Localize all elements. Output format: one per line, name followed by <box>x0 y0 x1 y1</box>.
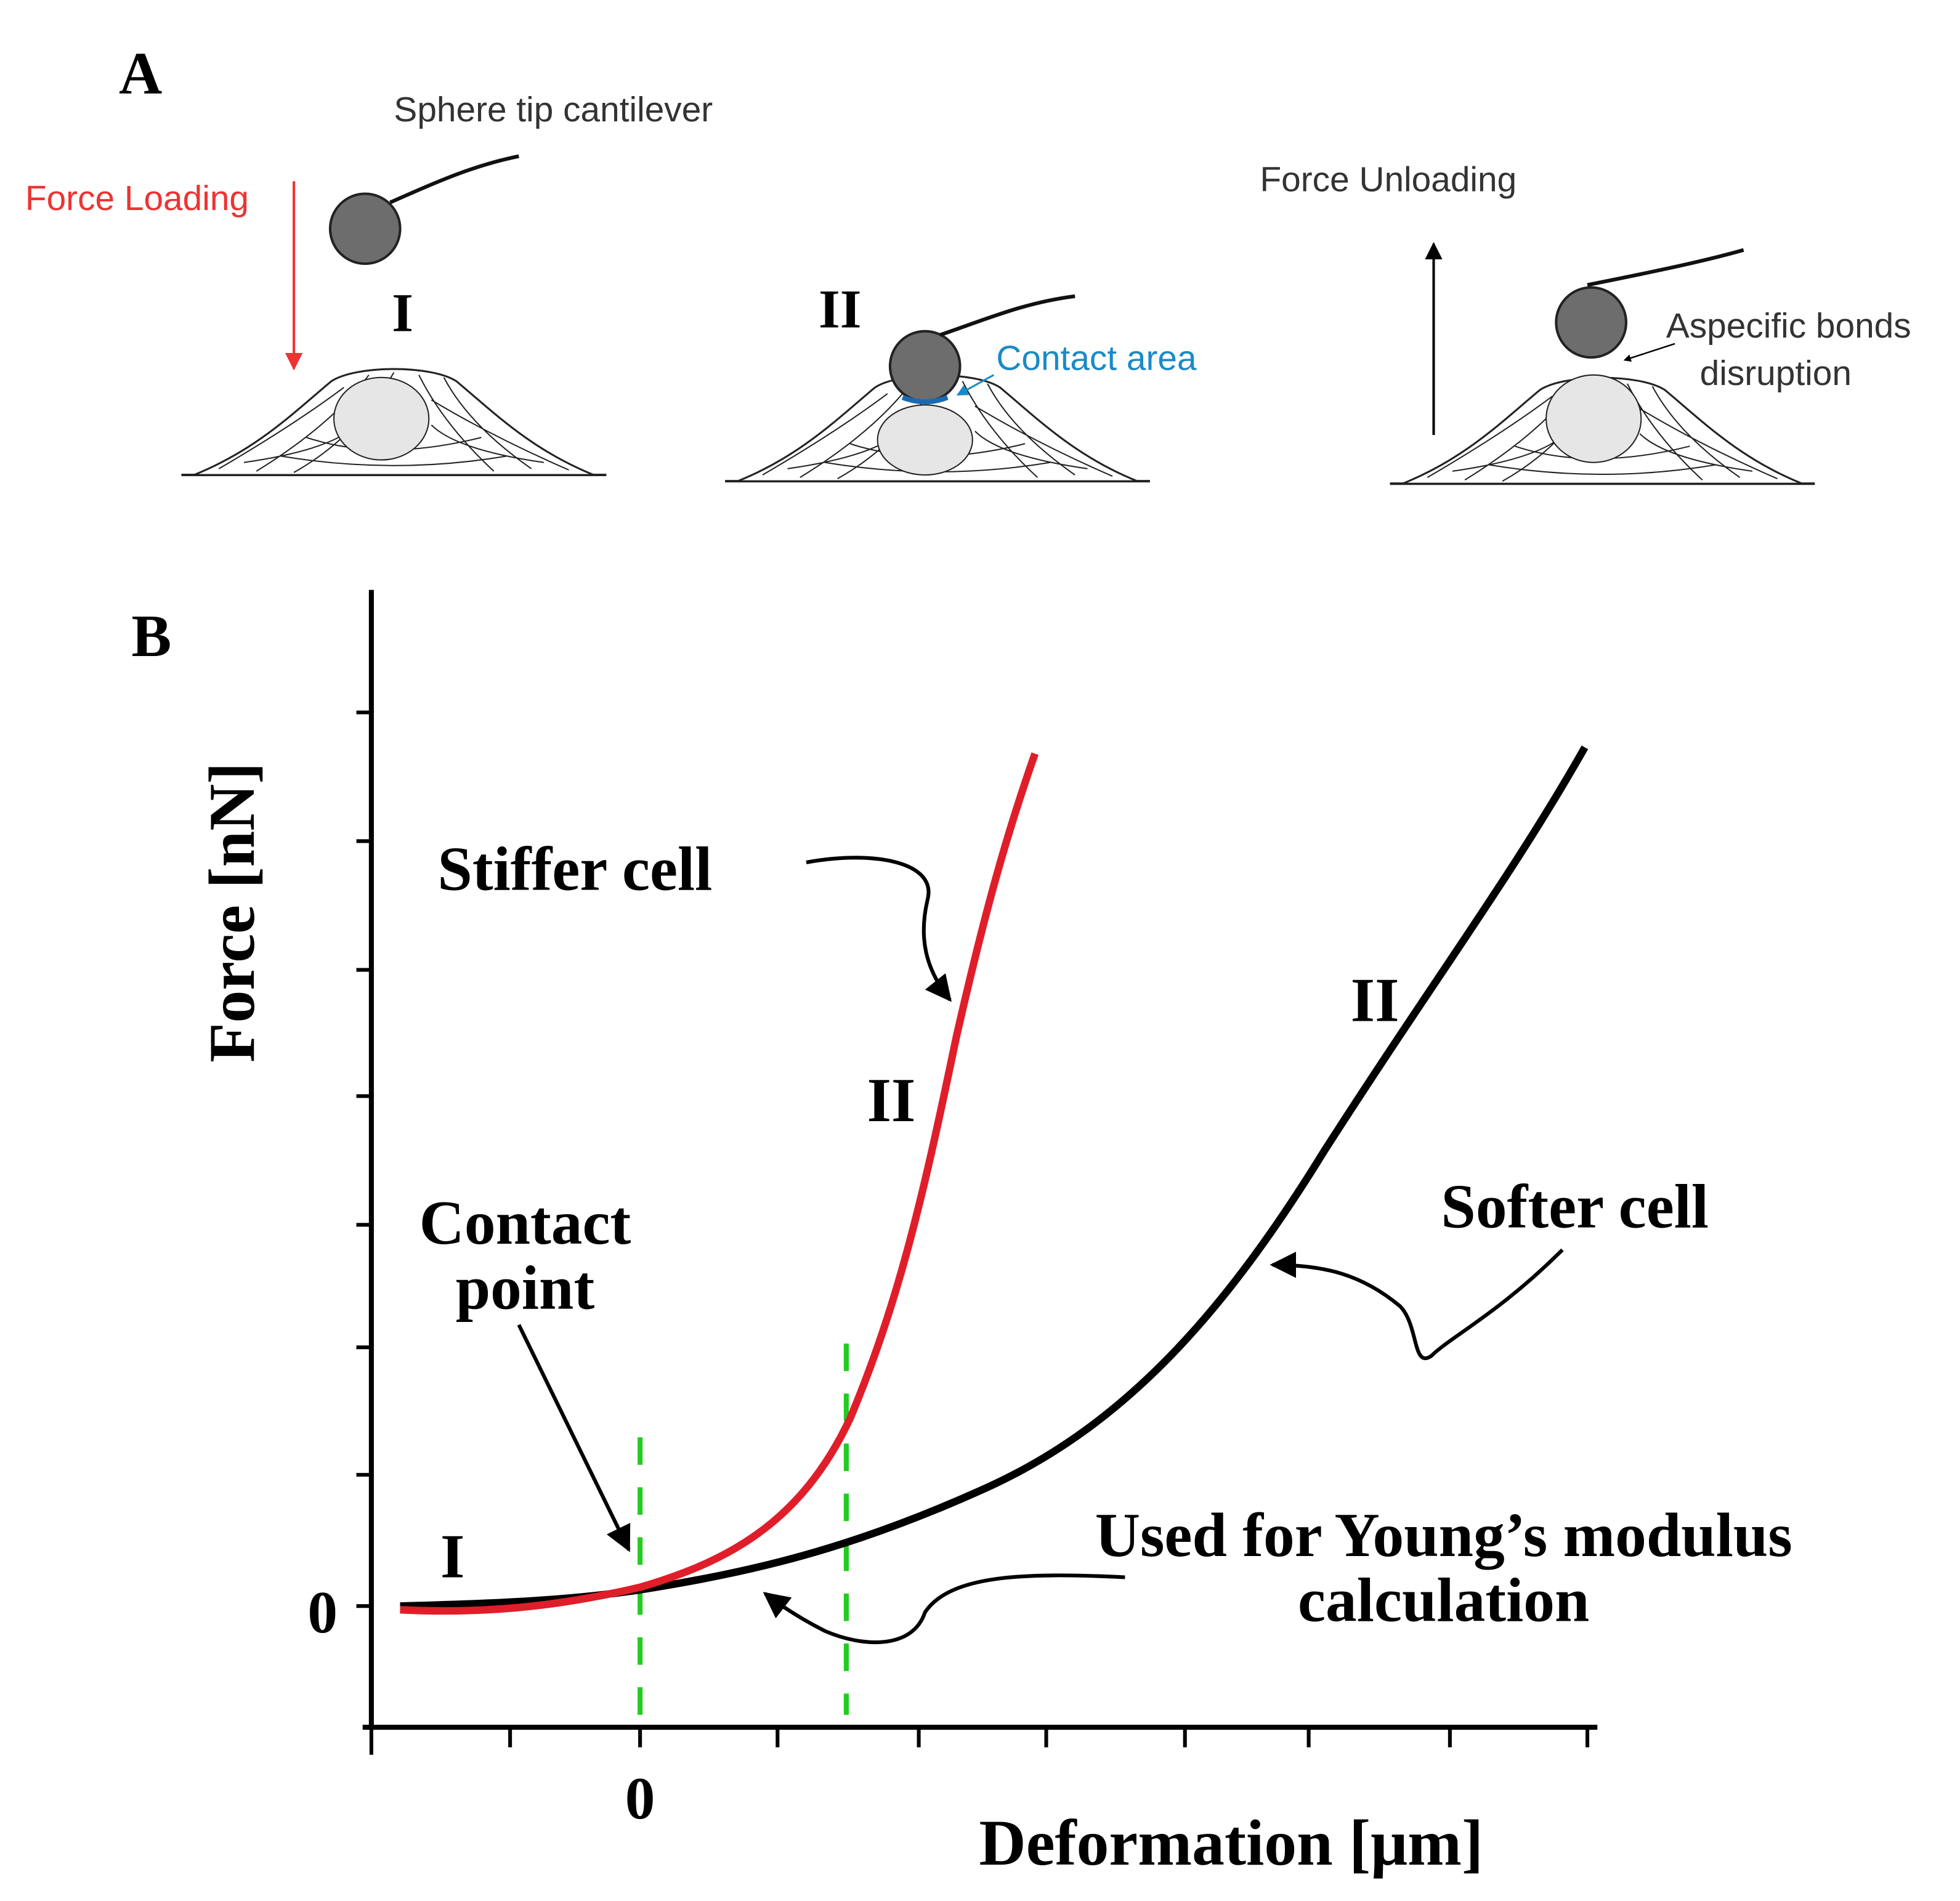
bonds-label: disruption <box>1700 354 1852 393</box>
axes <box>356 590 1598 1755</box>
cantilever <box>1587 248 1744 287</box>
annotation: Contact <box>419 1188 631 1257</box>
nucleus <box>333 376 430 461</box>
cantilever <box>939 294 1075 337</box>
annotation: I <box>440 1522 464 1591</box>
contact-area <box>901 395 949 405</box>
annotation: II <box>867 1066 915 1135</box>
annotation: calculation <box>1298 1566 1589 1635</box>
x-axis-label: Deformation [μm] <box>979 1807 1484 1879</box>
cantilever <box>389 154 519 205</box>
panel-label: A <box>119 41 162 107</box>
stiffer-curve <box>400 752 1039 1615</box>
cantilever-label: Sphere tip cantilever <box>394 91 713 129</box>
panel-label: B <box>131 603 171 670</box>
sphere-tip <box>888 330 962 403</box>
y-zero-label: 0 <box>307 1579 338 1646</box>
x-zero-label: 0 <box>625 1765 655 1832</box>
sphere-tip <box>328 192 402 265</box>
bonds-label: Aspecific bonds <box>1666 307 1911 346</box>
annotation: Used for Young’s modulus <box>1095 1501 1792 1570</box>
nucleus <box>877 404 973 476</box>
guide-lines <box>638 1344 849 1715</box>
annotation-arrow <box>763 1573 1125 1645</box>
force-unloading-label: Force Unloading <box>1260 160 1517 199</box>
annotation: Softer cell <box>1441 1172 1709 1241</box>
annotation: II <box>1351 966 1399 1035</box>
y-axis-label: Force [nN] <box>196 762 268 1062</box>
contact-area-label: Contact area <box>996 339 1197 378</box>
sphere-tip <box>1555 286 1627 359</box>
bonds-arrow <box>1623 343 1675 362</box>
annotation-arrow <box>1270 1248 1564 1360</box>
stage-label: II <box>819 279 861 340</box>
nucleus <box>1545 374 1642 463</box>
annotation: Stiffer cell <box>437 835 712 904</box>
force-loading-label: Force Loading <box>25 179 249 218</box>
contact-arrow <box>956 374 995 396</box>
annotation-arrow <box>806 856 952 1002</box>
stage-label: I <box>392 283 413 344</box>
annotation: point <box>456 1253 595 1322</box>
annotation-arrow <box>517 1324 631 1552</box>
